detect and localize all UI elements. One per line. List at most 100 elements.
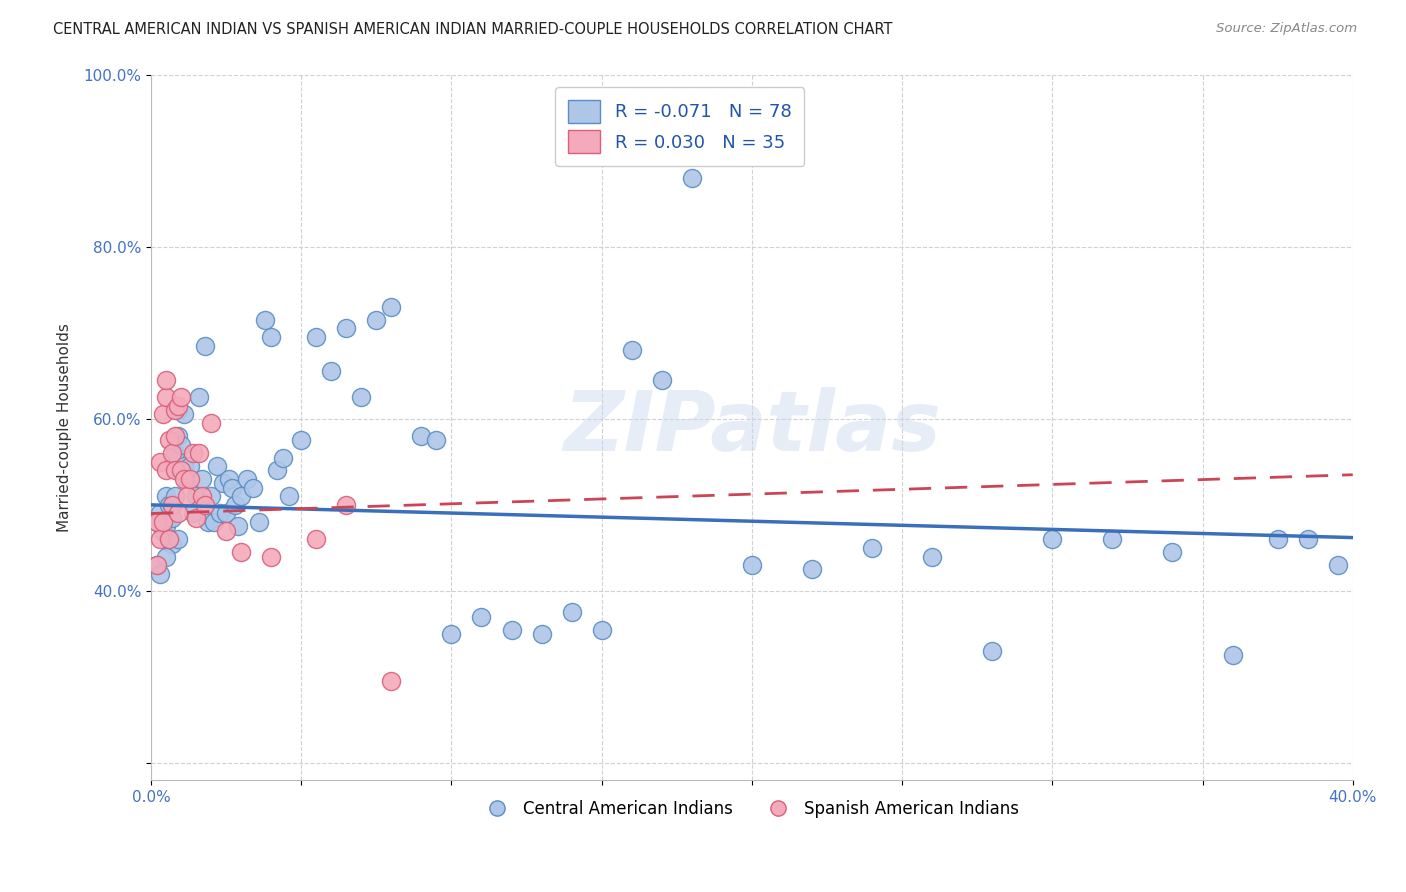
Point	[176, 472, 198, 486]
Point	[651, 373, 673, 387]
Point	[231, 545, 253, 559]
Point	[224, 498, 246, 512]
Point	[146, 558, 169, 573]
Point	[254, 313, 277, 327]
Point	[209, 507, 232, 521]
Point	[179, 459, 201, 474]
Point	[981, 644, 1004, 658]
Point	[170, 437, 193, 451]
Point	[165, 403, 187, 417]
Point	[231, 489, 253, 503]
Point	[260, 549, 283, 564]
Point	[271, 450, 294, 465]
Point	[215, 524, 238, 538]
Point	[350, 390, 373, 404]
Point	[149, 507, 172, 521]
Point	[165, 446, 187, 460]
Point	[170, 463, 193, 477]
Point	[741, 558, 763, 573]
Point	[561, 606, 583, 620]
Point	[155, 519, 177, 533]
Point	[167, 507, 190, 521]
Point	[440, 627, 463, 641]
Point	[1267, 533, 1289, 547]
Point	[681, 170, 703, 185]
Point	[155, 463, 177, 477]
Point	[155, 373, 177, 387]
Point	[160, 498, 183, 512]
Legend: Central American Indians, Spanish American Indians: Central American Indians, Spanish Americ…	[478, 794, 1026, 825]
Point	[157, 498, 180, 512]
Point	[1161, 545, 1184, 559]
Point	[149, 566, 172, 581]
Point	[184, 489, 207, 503]
Point	[155, 489, 177, 503]
Point	[146, 515, 169, 529]
Point	[188, 390, 211, 404]
Point	[335, 321, 357, 335]
Point	[167, 403, 190, 417]
Point	[165, 463, 187, 477]
Point	[921, 549, 943, 564]
Point	[200, 416, 222, 430]
Point	[160, 536, 183, 550]
Point	[247, 515, 270, 529]
Point	[155, 390, 177, 404]
Point	[212, 476, 235, 491]
Point	[470, 609, 492, 624]
Point	[305, 330, 328, 344]
Point	[260, 330, 283, 344]
Point	[152, 408, 174, 422]
Text: CENTRAL AMERICAN INDIAN VS SPANISH AMERICAN INDIAN MARRIED-COUPLE HOUSEHOLDS COR: CENTRAL AMERICAN INDIAN VS SPANISH AMERI…	[53, 22, 893, 37]
Point	[860, 541, 883, 555]
Point	[160, 446, 183, 460]
Point	[149, 533, 172, 547]
Point	[188, 446, 211, 460]
Point	[165, 429, 187, 443]
Point	[152, 524, 174, 538]
Point	[1040, 533, 1063, 547]
Point	[173, 459, 195, 474]
Point	[179, 472, 201, 486]
Point	[205, 459, 228, 474]
Point	[157, 533, 180, 547]
Point	[191, 489, 214, 503]
Point	[218, 472, 240, 486]
Point	[167, 429, 190, 443]
Point	[146, 515, 169, 529]
Point	[501, 623, 523, 637]
Point	[266, 463, 288, 477]
Text: Source: ZipAtlas.com: Source: ZipAtlas.com	[1216, 22, 1357, 36]
Point	[146, 558, 169, 573]
Point	[801, 562, 824, 576]
Point	[236, 472, 259, 486]
Point	[173, 472, 195, 486]
Point	[321, 364, 343, 378]
Point	[380, 674, 402, 689]
Point	[591, 623, 613, 637]
Point	[176, 489, 198, 503]
Point	[411, 429, 433, 443]
Point	[160, 510, 183, 524]
Point	[620, 343, 643, 357]
Point	[149, 455, 172, 469]
Point	[202, 515, 225, 529]
Point	[157, 434, 180, 448]
Point	[226, 519, 249, 533]
Point	[165, 489, 187, 503]
Point	[184, 510, 207, 524]
Point	[1101, 533, 1123, 547]
Y-axis label: Married-couple Households: Married-couple Households	[58, 323, 72, 532]
Point	[425, 434, 447, 448]
Point	[242, 481, 264, 495]
Point	[305, 533, 328, 547]
Point	[366, 313, 388, 327]
Point	[197, 515, 219, 529]
Point	[1296, 533, 1319, 547]
Point	[157, 533, 180, 547]
Point	[194, 498, 217, 512]
Point	[191, 472, 214, 486]
Point	[278, 489, 301, 503]
Point	[167, 399, 190, 413]
Text: ZIPatlas: ZIPatlas	[562, 387, 941, 468]
